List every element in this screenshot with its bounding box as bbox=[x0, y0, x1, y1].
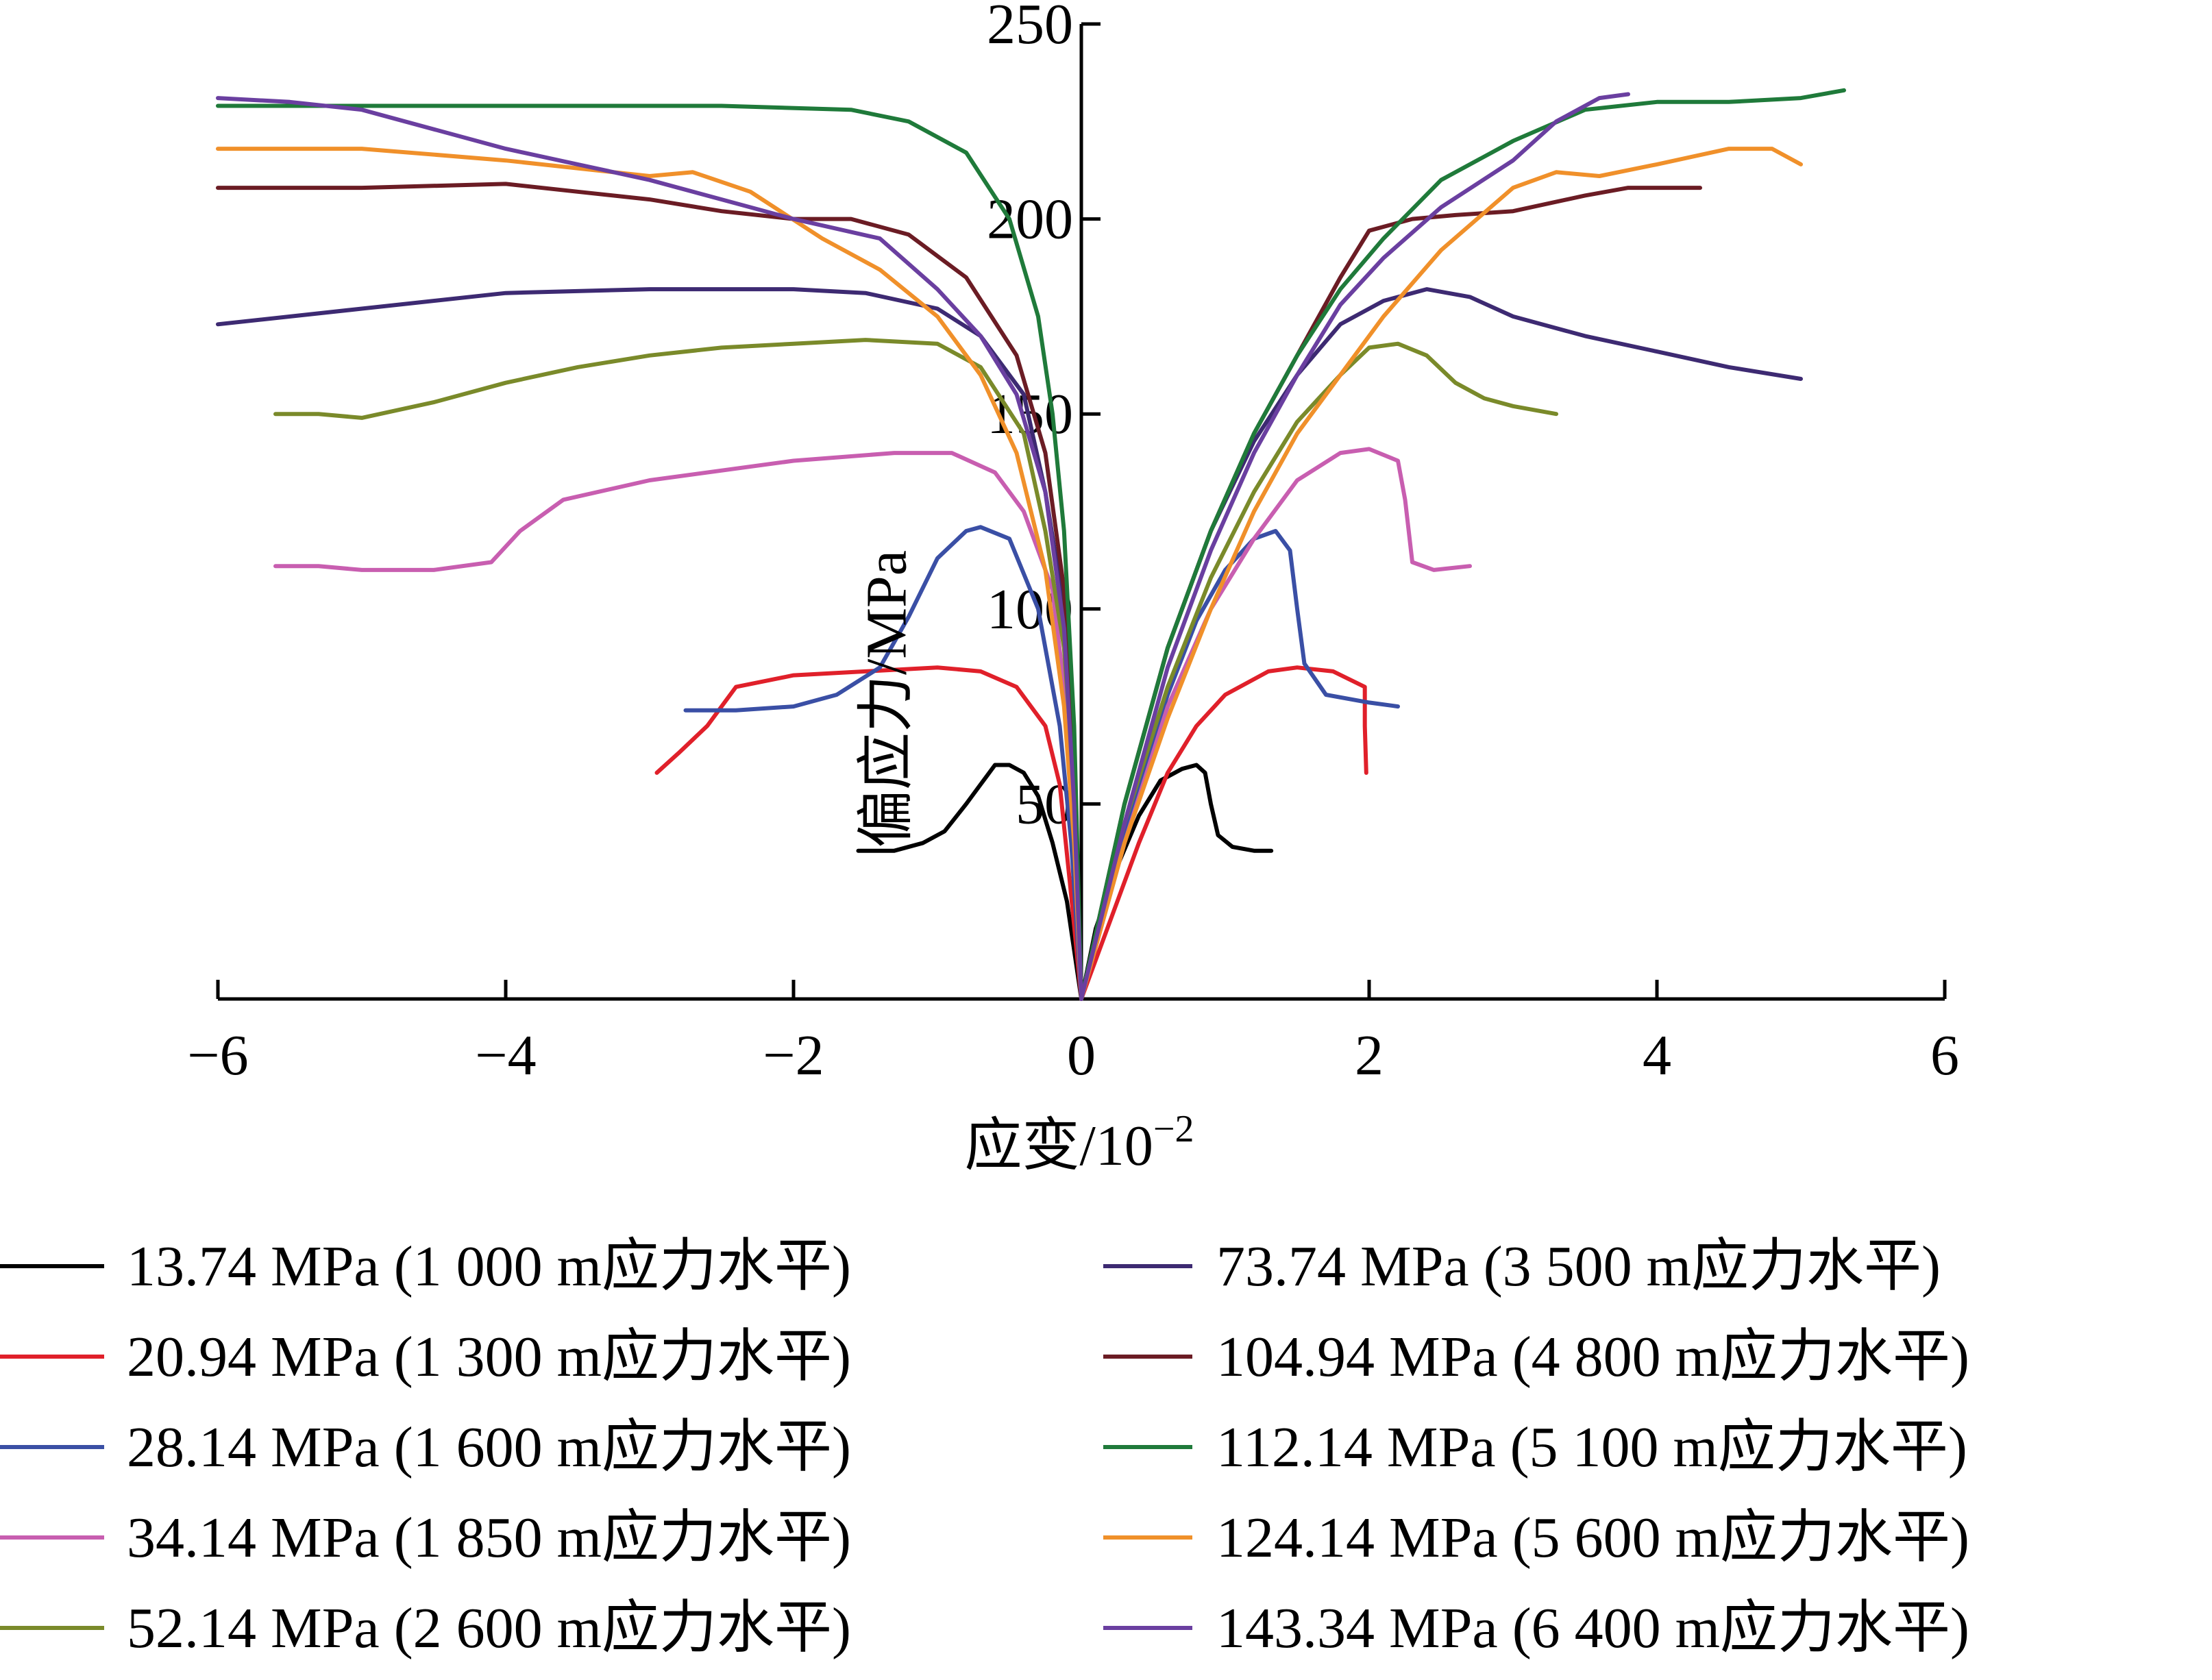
series-line-3-left bbox=[683, 525, 1083, 1001]
x-axis-title: 应变/10−2 bbox=[965, 1108, 1194, 1178]
x-tick-label: −4 bbox=[475, 1024, 536, 1087]
series-line-5-right bbox=[1079, 341, 1558, 1001]
series-line-9-left bbox=[216, 147, 1083, 1001]
series-line-7-left bbox=[216, 182, 1083, 1001]
x-tick-label: 0 bbox=[1067, 1024, 1096, 1087]
series-line-5-left bbox=[273, 338, 1083, 1001]
series-line-4-left bbox=[273, 451, 1083, 1001]
series-line-10-right bbox=[1079, 92, 1630, 1001]
x-tick-label: −2 bbox=[763, 1024, 824, 1087]
legend-label: 112.14 MPa (5 100 m应力水平) bbox=[1216, 1416, 1967, 1479]
x-tick-label: −6 bbox=[187, 1024, 248, 1087]
legend: 13.74 MPa (1 000 m应力水平) 20.94 MPa (1 300 … bbox=[0, 1235, 1969, 1660]
y-tick-label: 250 bbox=[987, 0, 1073, 56]
legend-label: 104.94 MPa (4 800 m应力水平) bbox=[1216, 1325, 1969, 1389]
legend-label: 143.34 MPa (6 400 m应力水平) bbox=[1216, 1596, 1969, 1660]
series-line-4-right bbox=[1079, 447, 1472, 1001]
series-line-6-left bbox=[216, 287, 1083, 1001]
legend-label: 13.74 MPa (1 000 m应力水平) bbox=[127, 1235, 851, 1298]
y-axis-title: 偏应力/MPa bbox=[855, 550, 918, 848]
legend-label: 124.14 MPa (5 600 m应力水平) bbox=[1216, 1506, 1969, 1570]
series-line-2-left bbox=[654, 665, 1083, 1001]
series-line-3-right bbox=[1079, 529, 1400, 1001]
x-axis-title-exponent: −2 bbox=[1153, 1108, 1194, 1150]
x-tick-label: 6 bbox=[1930, 1024, 1959, 1087]
series-line-1-left bbox=[856, 763, 1083, 1001]
series-line-8-right bbox=[1079, 88, 1846, 1001]
legend-label: 52.14 MPa (2 600 m应力水平) bbox=[127, 1596, 851, 1660]
legend-label: 28.14 MPa (1 600 m应力水平) bbox=[127, 1416, 851, 1479]
series-line-9-right bbox=[1079, 147, 1803, 1001]
legend-label: 20.94 MPa (1 300 m应力水平) bbox=[127, 1325, 851, 1389]
y-tick-label: 200 bbox=[987, 188, 1073, 251]
legend-label: 73.74 MPa (3 500 m应力水平) bbox=[1216, 1235, 1941, 1298]
series-line-2-right bbox=[1079, 665, 1368, 1001]
series-layer bbox=[216, 88, 1846, 1001]
series-line-10-left bbox=[216, 96, 1083, 1001]
legend-label: 34.14 MPa (1 850 m应力水平) bbox=[127, 1506, 851, 1570]
x-tick-label: 4 bbox=[1643, 1024, 1671, 1087]
x-tick-label: 2 bbox=[1355, 1024, 1384, 1087]
x-axis-title-main: 应变/10 bbox=[965, 1114, 1153, 1178]
series-line-8-left bbox=[216, 103, 1083, 1001]
